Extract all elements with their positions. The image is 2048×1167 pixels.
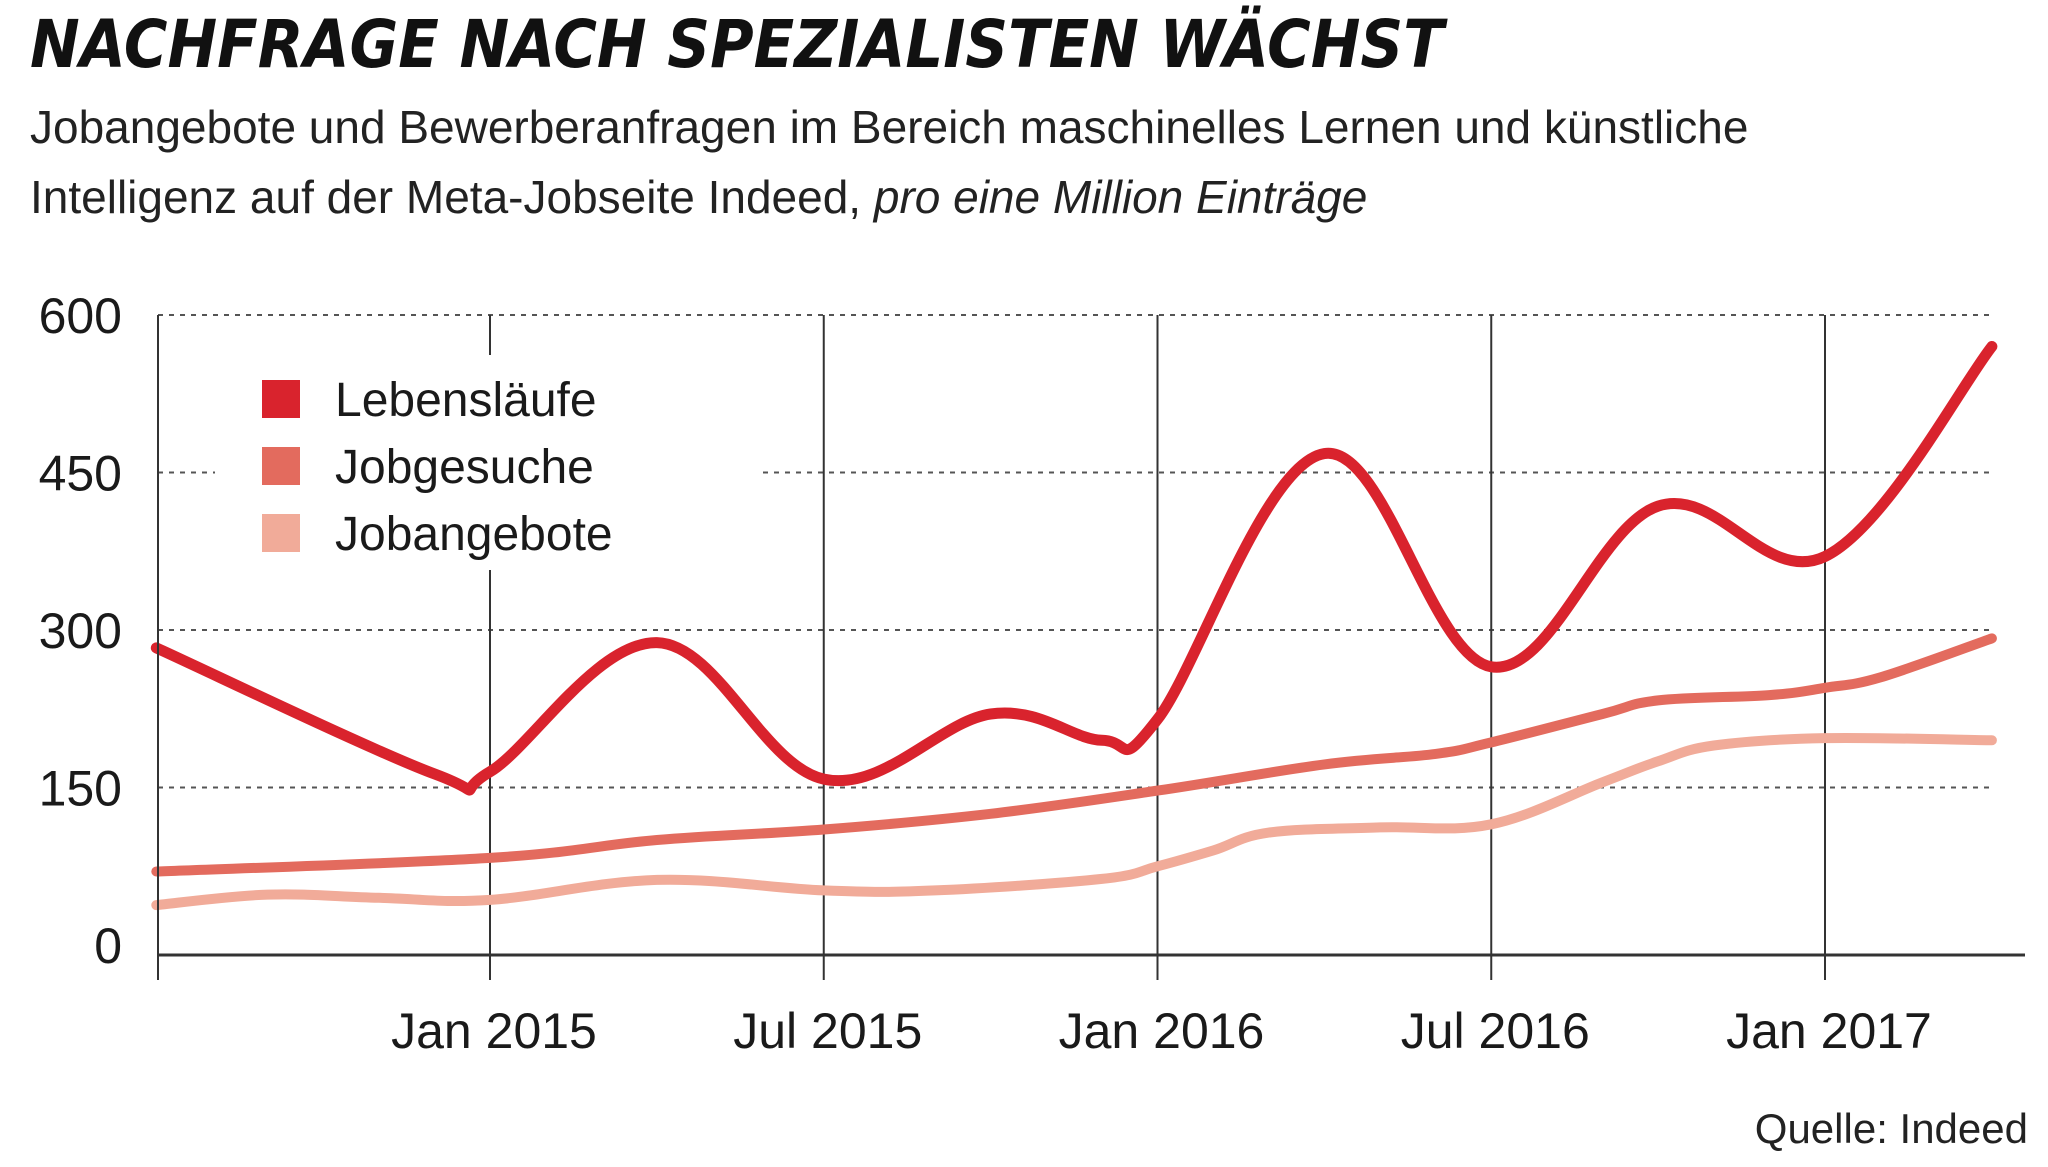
legend-swatch bbox=[262, 447, 300, 485]
x-tick-label: Jan 2015 bbox=[391, 1003, 597, 1059]
chart-subtitle: Jobangebote und Bewerberanfragen im Bere… bbox=[30, 92, 1748, 232]
chart-title: NACHFRAGE NACH SPEZIALISTEN WÄCHST bbox=[30, 6, 1444, 83]
y-tick-label: 600 bbox=[39, 288, 122, 344]
legend-label: Jobgesuche bbox=[335, 441, 594, 494]
legend: Lebensläufe Jobgesuche Jobangebote bbox=[215, 355, 760, 570]
y-tick-label: 450 bbox=[39, 446, 122, 502]
source-note: Quelle: Indeed bbox=[1754, 1105, 2028, 1152]
x-tick-label: Jan 2016 bbox=[1059, 1003, 1265, 1059]
series-line-jobangebote bbox=[151, 732, 1997, 911]
x-tick-label: Jan 2017 bbox=[1726, 1003, 1932, 1059]
legend-background bbox=[215, 355, 760, 570]
y-tick-label: 0 bbox=[94, 918, 122, 974]
series-line-jobgesuche bbox=[151, 633, 1997, 877]
legend-label: Jobangebote bbox=[335, 508, 613, 561]
subtitle-unit: pro eine Million Einträge bbox=[873, 171, 1368, 223]
x-tick-label: Jul 2015 bbox=[733, 1003, 922, 1059]
legend-swatch bbox=[262, 380, 300, 418]
y-tick-label: 300 bbox=[39, 603, 122, 659]
subtitle-line-2: Intelligenz auf der Meta-Jobseite Indeed… bbox=[30, 171, 862, 223]
series-lines bbox=[150, 341, 1998, 911]
series-line-lebensläufe bbox=[150, 341, 1998, 796]
legend-label: Lebensläufe bbox=[335, 374, 597, 427]
legend-swatch bbox=[262, 514, 300, 552]
y-tick-label: 150 bbox=[39, 761, 122, 817]
subtitle-line-1: Jobangebote und Bewerberanfragen im Bere… bbox=[30, 101, 1749, 153]
axes: 0 150 300 450 600 Jan 2015 Jul 2015 Jan 2016 Jul… bbox=[39, 288, 2025, 1059]
x-tick-label: Jul 2016 bbox=[1401, 1003, 1590, 1059]
